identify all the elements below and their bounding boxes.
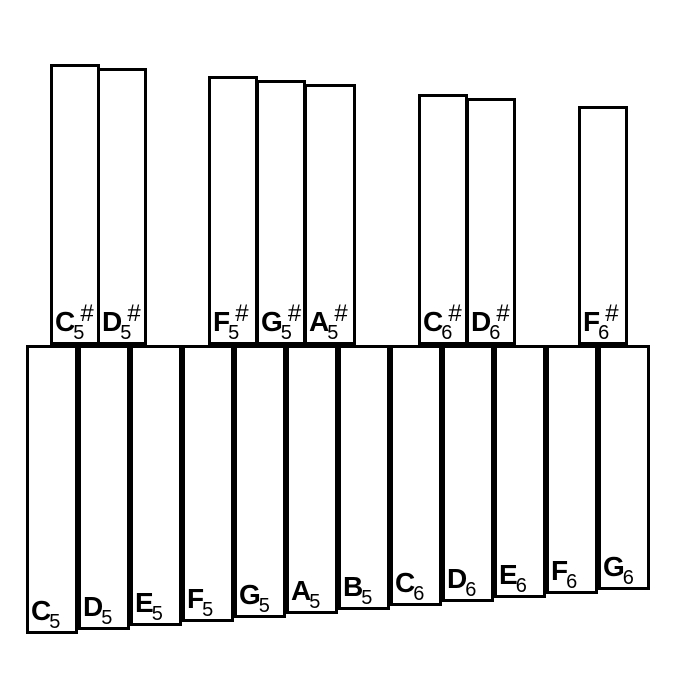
bar-label: D5# [102, 306, 141, 338]
note-letter: A [291, 575, 309, 606]
sharp-bar: C5# [50, 64, 100, 345]
natural-bar: A5 [286, 345, 338, 614]
bar-label: C6 [395, 567, 422, 599]
bar-label: G6 [603, 551, 632, 583]
bar-label: A5 [291, 575, 318, 607]
bar-label: C5 [31, 595, 58, 627]
natural-bar: G5 [234, 345, 286, 618]
bar-label: E5 [135, 587, 161, 619]
note-letter: F [213, 306, 228, 337]
note-letter: G [261, 306, 281, 337]
sharp-bar: F6# [578, 106, 628, 345]
natural-bar: G6 [598, 345, 650, 590]
natural-bar: D5 [78, 345, 130, 630]
natural-bar: D6 [442, 345, 494, 602]
bar-label: E6 [499, 559, 525, 591]
bar-label: A5# [309, 306, 348, 338]
note-letter: E [135, 587, 152, 618]
sharp-symbol: # [288, 300, 299, 327]
bar-label: F5# [213, 306, 249, 338]
bar-label: D5 [83, 591, 110, 623]
octave-number: 5 [49, 611, 58, 633]
sharp-symbol: # [448, 300, 459, 327]
bar-label: F6 [551, 555, 575, 587]
natural-bar: F5 [182, 345, 234, 622]
natural-bar: F6 [546, 345, 598, 594]
bar-label: D6 [447, 563, 474, 595]
note-letter: G [603, 551, 623, 582]
octave-number: 6 [623, 567, 632, 589]
octave-number: 5 [259, 595, 268, 617]
sharp-bar: C6# [418, 94, 468, 345]
note-letter: D [102, 306, 120, 337]
sharp-symbol: # [235, 300, 246, 327]
octave-number: 5 [152, 603, 161, 625]
note-letter: F [187, 583, 202, 614]
sharp-bar: D6# [466, 98, 516, 345]
natural-bar: C5 [26, 345, 78, 634]
note-letter: C [55, 306, 73, 337]
octave-number: 5 [309, 591, 318, 613]
sharp-symbol: # [496, 300, 507, 327]
sharp-symbol: # [605, 300, 616, 327]
note-letter: C [423, 306, 441, 337]
bar-label: B5 [343, 571, 370, 603]
octave-number: 6 [465, 579, 474, 601]
octave-number: 5 [101, 607, 110, 629]
sharp-symbol: # [80, 300, 91, 327]
note-letter: C [395, 567, 413, 598]
octave-number: 5 [202, 599, 211, 621]
note-letter: E [499, 559, 516, 590]
bar-label: C6# [423, 306, 462, 338]
natural-bar: E6 [494, 345, 546, 598]
sharp-bar: G5# [256, 80, 306, 345]
natural-bar: C6 [390, 345, 442, 606]
sharp-bar: F5# [208, 76, 258, 345]
note-letter: D [471, 306, 489, 337]
note-letter: B [343, 571, 361, 602]
bar-label: G5# [261, 306, 301, 338]
note-letter: F [583, 306, 598, 337]
sharp-symbol: # [127, 300, 138, 327]
note-letter: D [83, 591, 101, 622]
sharp-bar: A5# [304, 84, 356, 345]
sharp-bar: D5# [97, 68, 147, 345]
natural-bar: E5 [130, 345, 182, 626]
octave-number: 6 [413, 583, 422, 605]
natural-bar: B5 [338, 345, 390, 610]
bar-label: F5 [187, 583, 211, 615]
note-letter: D [447, 563, 465, 594]
bar-label: D6# [471, 306, 510, 338]
note-letter: G [239, 579, 259, 610]
octave-number: 6 [566, 571, 575, 593]
bar-label: F6# [583, 306, 619, 338]
note-letter: A [309, 306, 327, 337]
note-letter: F [551, 555, 566, 586]
bar-label: C5# [55, 306, 94, 338]
octave-number: 5 [361, 587, 370, 609]
octave-number: 6 [516, 575, 525, 597]
note-letter: C [31, 595, 49, 626]
sharp-symbol: # [334, 300, 345, 327]
bar-label: G5 [239, 579, 268, 611]
